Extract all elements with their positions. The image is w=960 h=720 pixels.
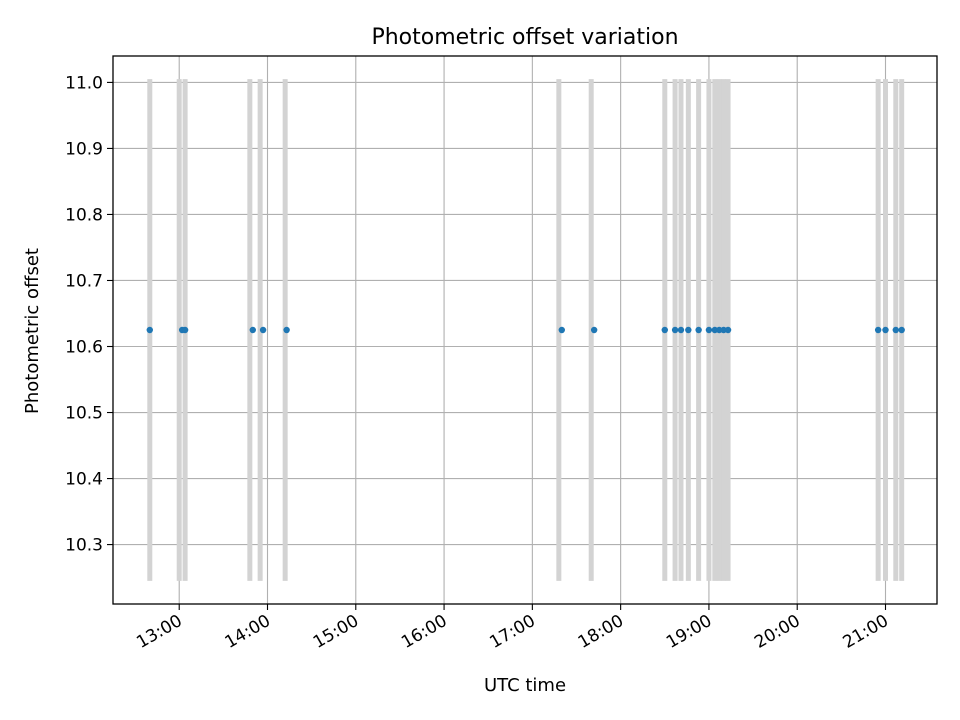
data-point (711, 326, 719, 334)
data-point (724, 326, 732, 334)
data-point (283, 326, 290, 334)
data-point (677, 326, 685, 334)
y-axis-label: Photometric offset (22, 248, 43, 414)
y-tick-label: 10.8 (65, 205, 103, 225)
data-point (720, 326, 727, 334)
y-tick-label: 11.0 (65, 73, 103, 93)
x-axis-label: UTC time (484, 675, 566, 696)
y-tick-label: 10.3 (65, 536, 103, 556)
data-point (882, 326, 889, 334)
data-point (249, 326, 256, 334)
chart-title: Photometric offset variation (371, 25, 678, 50)
data-point (671, 326, 679, 334)
data-point (716, 326, 723, 334)
plot-frame (112, 55, 938, 605)
y-tick-label: 10.9 (65, 139, 103, 159)
data-point (661, 326, 668, 334)
data-point (146, 326, 153, 334)
data-points (146, 326, 905, 334)
y-tick-label: 10.6 (65, 338, 103, 358)
data-point (590, 326, 598, 334)
data-point (898, 326, 905, 334)
data-point (695, 326, 702, 334)
data-point (874, 326, 882, 334)
y-axis: 10.3 10.4 10.5 10.6 10.7 10.8 10.9 11.0 (65, 73, 113, 556)
data-point (705, 326, 713, 334)
data-point (685, 326, 692, 334)
data-point (558, 326, 565, 334)
y-tick-label: 10.5 (65, 404, 103, 424)
data-point (259, 326, 267, 334)
y-tick-label: 10.4 (65, 470, 103, 490)
data-point (892, 326, 899, 334)
data-point (181, 326, 189, 334)
y-tick-label: 10.7 (65, 271, 103, 291)
